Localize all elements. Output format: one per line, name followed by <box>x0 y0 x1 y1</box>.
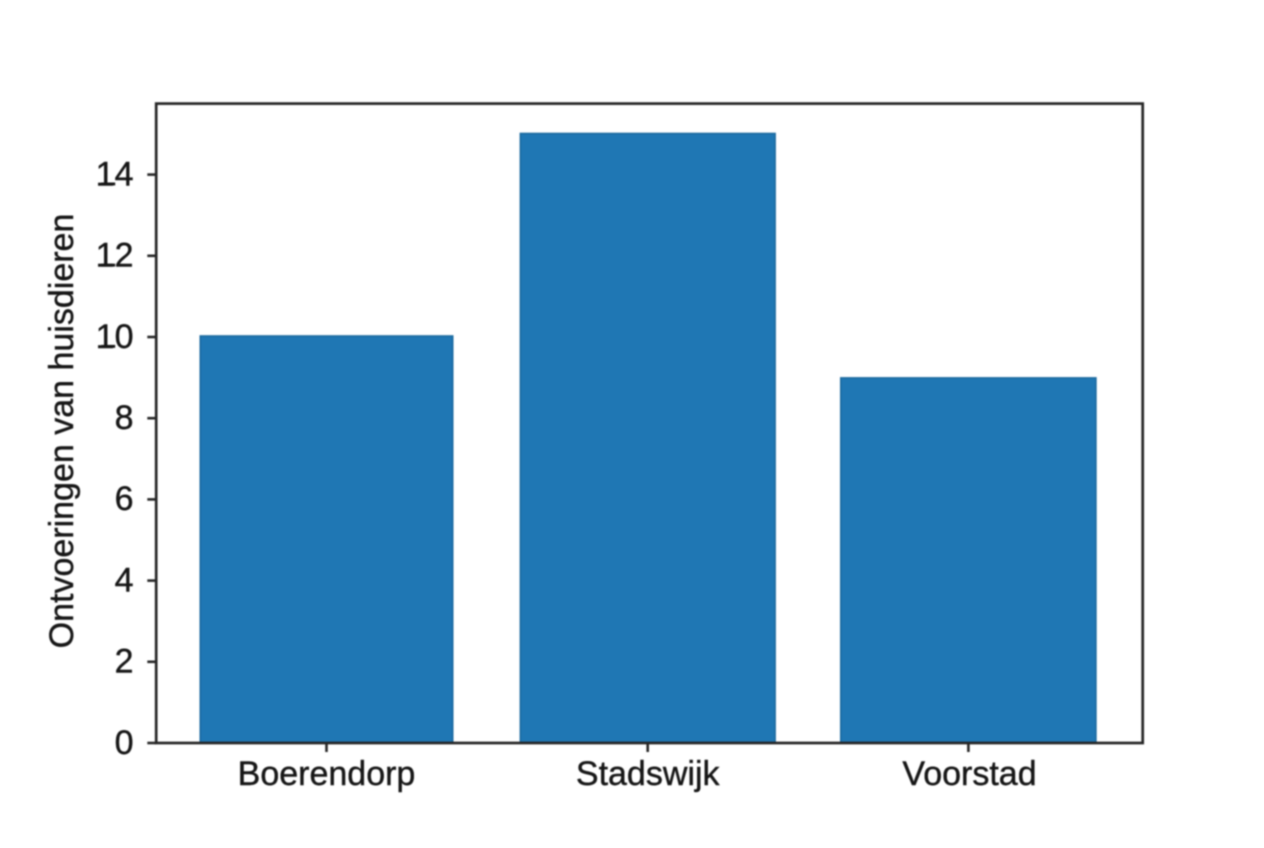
svg-text:8: 8 <box>115 399 134 437</box>
svg-text:0: 0 <box>115 724 134 762</box>
svg-text:Boerendorp: Boerendorp <box>238 755 416 793</box>
svg-text:6: 6 <box>115 480 134 518</box>
svg-text:Stadswijk: Stadswijk <box>576 755 721 793</box>
svg-text:Ontvoeringen van huisdieren: Ontvoeringen van huisdieren <box>43 214 81 649</box>
svg-text:14: 14 <box>96 155 134 193</box>
svg-text:Voorstad: Voorstad <box>902 755 1036 793</box>
svg-text:2: 2 <box>115 643 134 681</box>
svg-text:4: 4 <box>115 561 134 599</box>
svg-text:12: 12 <box>96 237 134 275</box>
svg-text:10: 10 <box>96 318 134 356</box>
